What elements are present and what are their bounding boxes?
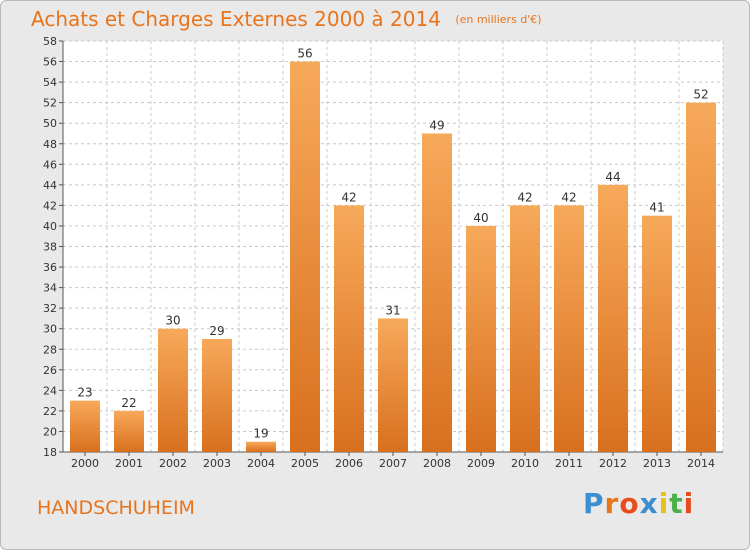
bar bbox=[554, 205, 584, 452]
x-tick-label: 2002 bbox=[159, 457, 187, 470]
y-tick-label: 44 bbox=[43, 179, 57, 192]
y-tick-label: 58 bbox=[43, 35, 57, 48]
logo-letter: r bbox=[604, 487, 620, 520]
data-label: 19 bbox=[253, 427, 268, 441]
y-tick-label: 38 bbox=[43, 241, 57, 254]
bar bbox=[246, 441, 276, 452]
bar bbox=[686, 102, 716, 453]
logo-letter: i bbox=[658, 487, 670, 520]
logo-letter: P bbox=[583, 487, 605, 520]
y-tick-label: 48 bbox=[43, 138, 57, 151]
x-tick-label: 2003 bbox=[203, 457, 231, 470]
location-label: HANDSCHUHEIM bbox=[37, 497, 195, 519]
y-tick-label: 50 bbox=[43, 117, 57, 130]
logo-letter: o bbox=[619, 487, 640, 520]
data-label: 42 bbox=[561, 190, 576, 204]
x-tick-label: 2008 bbox=[423, 457, 451, 470]
y-tick-label: 30 bbox=[43, 323, 57, 336]
bar bbox=[290, 61, 320, 453]
y-tick-label: 46 bbox=[43, 158, 57, 171]
bar bbox=[70, 400, 100, 452]
data-label: 49 bbox=[429, 118, 444, 132]
proxiti-logo: Proxiti bbox=[583, 487, 694, 520]
y-tick-label: 28 bbox=[43, 343, 57, 356]
x-tick-label: 2014 bbox=[687, 457, 715, 470]
data-label: 22 bbox=[121, 396, 136, 410]
y-tick-label: 36 bbox=[43, 261, 57, 274]
data-label: 52 bbox=[693, 88, 708, 102]
x-tick-label: 2006 bbox=[335, 457, 363, 470]
data-label: 31 bbox=[385, 303, 400, 317]
chart-title: Achats et Charges Externes 2000 à 2014 (… bbox=[31, 7, 542, 31]
y-tick-label: 40 bbox=[43, 220, 57, 233]
bar bbox=[510, 205, 540, 452]
x-tick-label: 2011 bbox=[555, 457, 583, 470]
logo-letter: t bbox=[669, 487, 684, 520]
y-tick-label: 18 bbox=[43, 446, 57, 459]
y-tick-label: 34 bbox=[43, 282, 57, 295]
x-tick-label: 2007 bbox=[379, 457, 407, 470]
bar bbox=[158, 328, 188, 452]
bar bbox=[466, 225, 496, 452]
y-tick-label: 24 bbox=[43, 384, 57, 397]
data-label: 41 bbox=[649, 201, 664, 215]
x-tick-label: 2005 bbox=[291, 457, 319, 470]
x-tick-label: 2012 bbox=[599, 457, 627, 470]
x-tick-label: 2009 bbox=[467, 457, 495, 470]
data-label: 30 bbox=[165, 314, 180, 328]
bar bbox=[114, 410, 144, 452]
y-tick-label: 54 bbox=[43, 76, 57, 89]
data-label: 56 bbox=[297, 47, 312, 61]
y-tick-label: 56 bbox=[43, 56, 57, 69]
data-label: 42 bbox=[517, 190, 532, 204]
bar bbox=[422, 133, 452, 452]
bar bbox=[598, 184, 628, 452]
x-tick-label: 2010 bbox=[511, 457, 539, 470]
x-tick-label: 2000 bbox=[71, 457, 99, 470]
y-tick-label: 26 bbox=[43, 364, 57, 377]
logo-letter: x bbox=[639, 487, 659, 520]
x-tick-label: 2004 bbox=[247, 457, 275, 470]
data-label: 40 bbox=[473, 211, 488, 225]
x-tick-label: 2001 bbox=[115, 457, 143, 470]
data-label: 23 bbox=[77, 386, 92, 400]
bar bbox=[334, 205, 364, 452]
y-tick-label: 20 bbox=[43, 425, 57, 438]
y-tick-label: 42 bbox=[43, 199, 57, 212]
data-label: 42 bbox=[341, 190, 356, 204]
chart-subtitle: (en milliers d'€) bbox=[455, 13, 542, 26]
y-tick-label: 52 bbox=[43, 97, 57, 110]
data-label: 44 bbox=[605, 170, 620, 184]
logo-letter: i bbox=[683, 487, 695, 520]
bar bbox=[202, 338, 232, 452]
chart-title-text: Achats et Charges Externes 2000 à 2014 bbox=[31, 7, 441, 31]
bar bbox=[378, 318, 408, 452]
y-tick-label: 32 bbox=[43, 302, 57, 315]
bar bbox=[642, 215, 672, 452]
data-label: 29 bbox=[209, 324, 224, 338]
x-tick-label: 2013 bbox=[643, 457, 671, 470]
y-tick-label: 22 bbox=[43, 405, 57, 418]
